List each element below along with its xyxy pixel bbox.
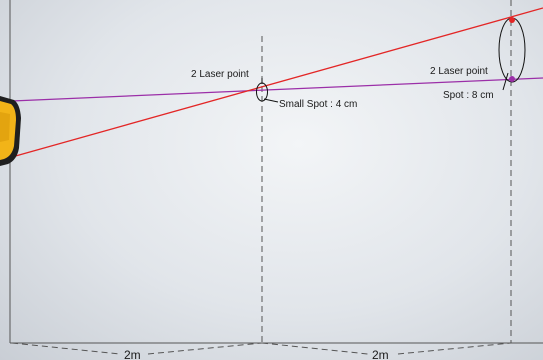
distance-dimension-1 (11, 342, 263, 355)
far-spot-leader (502, 72, 509, 91)
far-red-point-marker (509, 17, 515, 23)
distance-1-label: 2m (124, 348, 141, 360)
far-spot-label: Spot : 8 cm (443, 90, 494, 101)
distance-2-label: 2m (372, 348, 389, 360)
distance-dimension-2 (261, 342, 512, 355)
far-spot-ellipse (498, 17, 526, 83)
far-point-label: 2 Laser point (430, 66, 488, 77)
near-point-label: 2 Laser point (191, 69, 249, 80)
purple-laser-beam (11, 77, 543, 102)
laser-device (0, 96, 21, 166)
red-laser-beam (11, 7, 543, 158)
far-purple-point-marker (509, 76, 515, 82)
near-spot-label: Small Spot : 4 cm (279, 99, 357, 110)
near-spot-leader (263, 98, 279, 103)
